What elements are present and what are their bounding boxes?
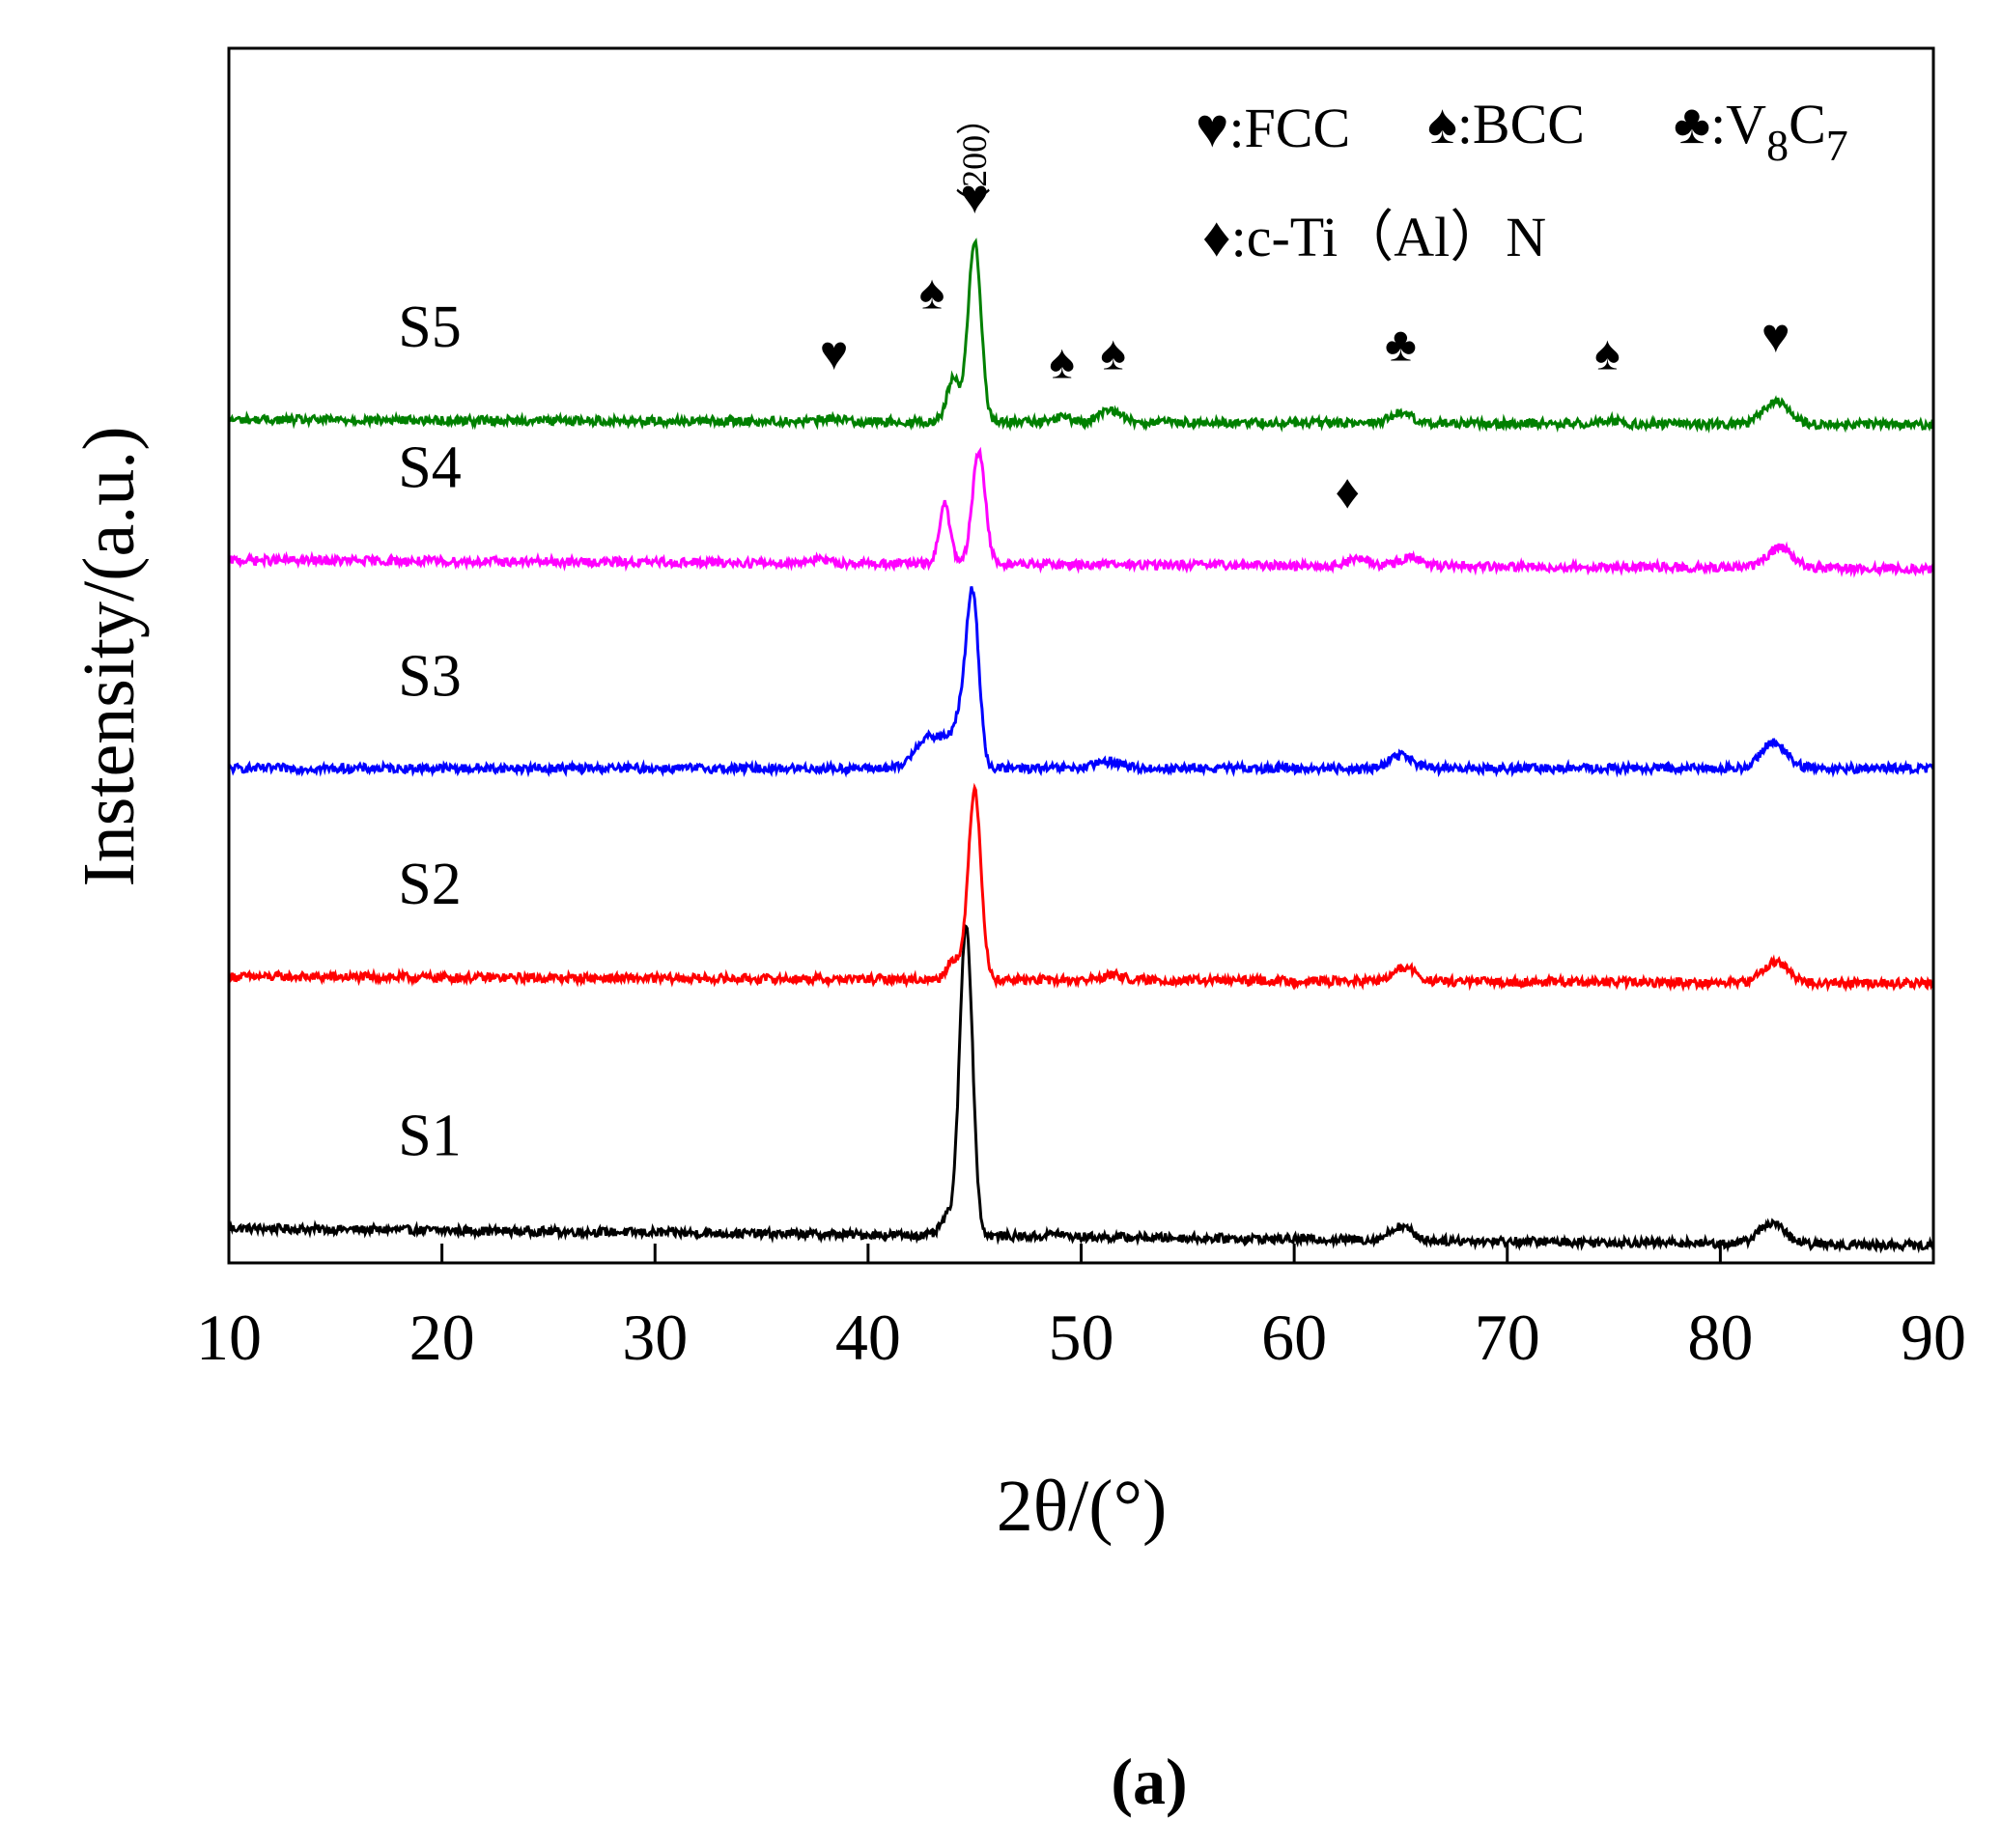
y-axis-title: Instensity/(a.u.): [69, 426, 150, 886]
hkl-200-label: （200）: [955, 100, 994, 222]
x-axis-ticks: 10 20 30 40 50 60 70 80 90: [196, 1244, 1966, 1374]
legend-v8c7: ♣:V8C7: [1674, 93, 1848, 170]
series-line-s2: [227, 782, 1934, 993]
plot-frame: [227, 46, 1935, 1265]
series-line-s5: [227, 238, 1934, 434]
diamond-icon: ♦: [1202, 206, 1231, 268]
legend-bcc: ♠:BCC: [1427, 93, 1585, 155]
x-tick-label: 60: [1261, 1301, 1327, 1374]
peak-annotations: ♥ ♠ ♥ ♠ ♠ ♣ ♠ ♥ ♦: [820, 170, 1790, 519]
club-icon: ♣: [1385, 317, 1417, 371]
spade-icon: ♠: [1427, 93, 1457, 155]
x-tick-label: 10: [196, 1301, 262, 1374]
series-labels: S1 S2 S3 S4 S5: [398, 294, 461, 1168]
heart-icon: ♥: [820, 325, 849, 379]
legend: ♥:FCC ♠:BCC ♣:V8C7 ♦:c-Ti（Al）N: [1196, 93, 1848, 268]
series-line-s4: [227, 446, 1935, 578]
legend-ctialn: ♦:c-Ti（Al）N: [1202, 206, 1546, 268]
series-label-s2: S2: [398, 852, 461, 917]
series-label-s1: S1: [398, 1104, 461, 1169]
figure-caption: (a): [1111, 1745, 1187, 1818]
x-tick-label: 20: [409, 1301, 475, 1374]
heart-icon: ♥: [1761, 309, 1790, 363]
x-tick-label: 70: [1475, 1301, 1540, 1374]
series-label-s4: S4: [398, 435, 461, 501]
series-label-s3: S3: [398, 643, 461, 709]
x-tick-label: 40: [835, 1301, 901, 1374]
spade-icon: ♠: [1594, 325, 1621, 379]
series-line-s3: [228, 586, 1935, 778]
x-tick-label: 90: [1901, 1301, 1966, 1374]
spade-icon: ♠: [1049, 334, 1075, 388]
heart-icon: ♥: [1196, 97, 1228, 159]
spade-icon: ♠: [919, 266, 945, 320]
club-icon: ♣: [1674, 93, 1710, 155]
legend-fcc: ♥:FCC: [1196, 97, 1350, 159]
x-tick-label: 80: [1687, 1301, 1753, 1374]
x-tick-label: 30: [622, 1301, 688, 1374]
series-layer: [227, 238, 1935, 1254]
x-axis-title: 2θ/(°): [997, 1466, 1168, 1547]
x-tick-label: 50: [1049, 1301, 1114, 1374]
series-label-s5: S5: [398, 294, 461, 360]
diamond-icon: ♦: [1336, 464, 1361, 518]
spade-icon: ♠: [1100, 325, 1126, 379]
heart-icon: ♥: [960, 170, 989, 224]
series-line-s1: [227, 923, 1935, 1254]
